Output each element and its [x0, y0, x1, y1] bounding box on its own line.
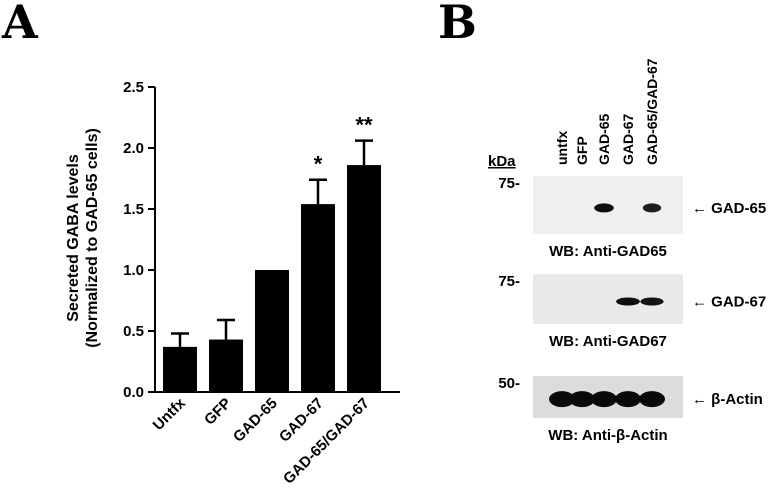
- y-tick-label: 1.0: [123, 262, 144, 279]
- blot-band: [616, 297, 640, 306]
- blot-band: [640, 297, 664, 306]
- panel-a-label: A: [1, 0, 39, 49]
- y-axis-label-line1: Secreted GABA levels: [65, 154, 82, 322]
- panel-b-label: B: [438, 0, 477, 49]
- lane-labels: untfx GFP GAD-65 GAD-67 GAD-65/GAD-67: [554, 58, 660, 165]
- wb-caption: WB: Anti-β-Actin: [548, 427, 667, 444]
- target-label: ← GAD-67: [692, 294, 766, 311]
- blot-row: 75- ← GAD-65 WB: Anti-GAD65: [498, 175, 766, 260]
- lane-label: GAD-67: [620, 113, 636, 165]
- y-tick-label: 1.5: [123, 201, 144, 218]
- kda-marker: 75-: [498, 175, 520, 192]
- kda-marker: 50-: [498, 375, 520, 392]
- bar: [301, 204, 335, 392]
- y-tick-label: 2.5: [123, 79, 144, 96]
- lane-label: GFP: [574, 136, 590, 165]
- blot-band: [549, 391, 575, 408]
- target-label: ← β-Actin: [692, 391, 763, 408]
- kda-header: kDa: [488, 153, 516, 170]
- bars: [163, 165, 381, 392]
- y-tick-label: 2.0: [123, 140, 144, 157]
- significance-marks: ***: [314, 113, 373, 177]
- kda-marker: 75-: [498, 273, 520, 290]
- category-label: Untfx: [150, 394, 190, 434]
- blot-band: [615, 391, 641, 408]
- category-label: GAD-65/GAD-67: [280, 395, 373, 488]
- blot-band: [642, 203, 662, 213]
- category-label: GFP: [201, 395, 235, 429]
- wb-caption: WB: Anti-GAD67: [549, 333, 667, 350]
- bar-chart: Secreted GABA levels (Normalized to GAD-…: [65, 79, 400, 488]
- bar: [163, 346, 197, 392]
- y-axis-ticks: 0.0 0.5 1.0 1.5 2.0 2.5: [123, 79, 155, 401]
- bar: [347, 165, 381, 392]
- target-label: ← GAD-65: [692, 200, 766, 217]
- blot-band: [591, 391, 617, 408]
- bar: [209, 339, 243, 392]
- y-axis-label-line2: (Normalized to GAD-65 cells): [84, 128, 101, 348]
- significance-mark: *: [314, 152, 323, 177]
- wb-caption: WB: Anti-GAD65: [549, 243, 667, 260]
- bar: [255, 270, 289, 392]
- y-tick-label: 0.0: [123, 384, 144, 401]
- lane-label: untfx: [554, 131, 570, 165]
- lane-label: GAD-65: [596, 113, 612, 165]
- lane-label: GAD-65/GAD-67: [644, 58, 660, 165]
- significance-mark: **: [355, 113, 373, 138]
- blot-row: 50- ← β-Actin WB: Anti-β-Actin: [498, 375, 763, 444]
- error-bars: [171, 139, 373, 347]
- blot-row: 75- ← GAD-67 WB: Anti-GAD67: [498, 273, 766, 350]
- category-label: GAD-65: [230, 395, 281, 446]
- blot-band: [594, 203, 614, 213]
- blot-band: [639, 391, 665, 408]
- western-blot: kDa untfx GFP GAD-65 GAD-67 GAD-65/GAD-67 75…: [488, 58, 766, 444]
- blot-rows: 75- ← GAD-65 WB: Anti-GAD65 75- ← GAD-67 WB: …: [498, 175, 766, 444]
- y-tick-label: 0.5: [123, 323, 144, 340]
- blot-band: [569, 391, 595, 408]
